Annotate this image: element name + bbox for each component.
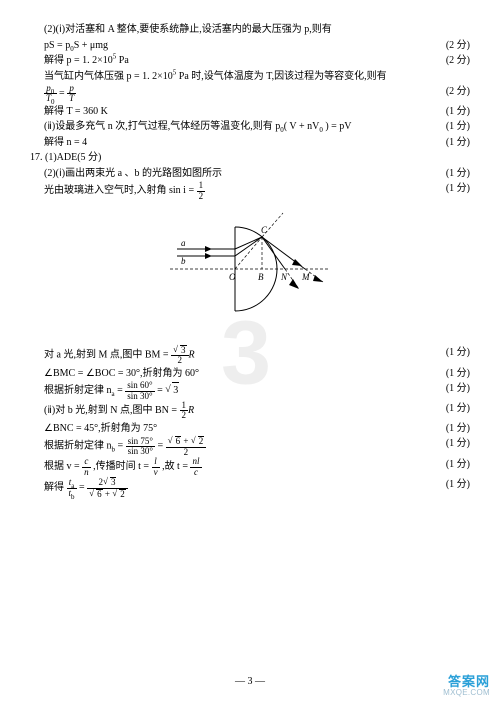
fig-label-b: b xyxy=(181,256,186,266)
line-15-a: (ⅱ)对 b 光,射到 N 点,图中 BN = xyxy=(44,405,180,416)
line-17-b: = xyxy=(115,441,126,452)
score-07: (1 分) xyxy=(446,119,470,135)
site-logo: 答案网 MXQE.COM xyxy=(443,675,490,697)
line-12-a: 对 a 光,射到 M 点,图中 BM = xyxy=(44,349,171,360)
line-14: 根据折射定律 na = sin 60°sin 30° = 3 xyxy=(30,381,446,401)
score-17: (1 分) xyxy=(446,436,470,452)
line-19-a: 解得 xyxy=(44,482,67,493)
line-03-a: 解得 p = 1. 2×10 xyxy=(44,55,113,66)
line-14-b: = xyxy=(115,385,126,396)
fig-label-O: O xyxy=(229,272,236,282)
score-12: (1 分) xyxy=(446,345,470,361)
score-16: (1 分) xyxy=(446,421,470,437)
optics-figure: a b C O B N M xyxy=(30,209,470,335)
line-03: 解得 p = 1. 2×105 Pa xyxy=(30,53,446,69)
line-13: ∠BMC = ∠BOC = 30°,折射角为 60° xyxy=(30,366,446,382)
line-07-a: (ⅱ)设最多充气 n 次,打气过程,气体经历等温变化,则有 p xyxy=(44,121,280,132)
line-06: 解得 T = 360 K xyxy=(30,104,446,120)
line-05: p0T0 = pT xyxy=(30,84,446,104)
score-14: (1 分) xyxy=(446,381,470,397)
line-07: (ⅱ)设最多充气 n 次,打气过程,气体经历等温变化,则有 p0( V + nV… xyxy=(30,119,446,135)
line-18-b: ,传播时间 t = xyxy=(93,461,151,472)
page-number: — 3 — xyxy=(0,674,500,690)
score-06: (1 分) xyxy=(446,104,470,120)
line-19-b: = xyxy=(79,482,87,493)
line-07-c: ) = pV xyxy=(323,121,352,132)
line-17-a: 根据折射定律 n xyxy=(44,441,112,452)
line-19: 解得 tatb = 236 + 2 xyxy=(30,477,446,499)
score-18: (1 分) xyxy=(446,457,470,473)
line-18-a: 根据 v = xyxy=(44,461,82,472)
fig-label-a: a xyxy=(181,238,186,248)
line-01: (2)(ⅰ)对活塞和 A 整体,要使系统静止,设活塞内的最大压强为 p,则有 xyxy=(30,22,470,38)
frac-half2-den: 2 xyxy=(180,411,189,420)
score-11: (1 分) xyxy=(446,181,470,197)
line-12: 对 a 光,射到 M 点,图中 BM = 32R xyxy=(30,345,446,366)
line-10: (2)(ⅰ)画出两束光 a 、b 的光路图如图所示 xyxy=(30,166,446,182)
frac-half-den: 2 xyxy=(197,192,206,201)
frac-s60-num: sin 60° xyxy=(125,381,154,391)
line-07-b: ( V + nV xyxy=(284,121,320,132)
logo-line1: 答案网 xyxy=(443,675,490,689)
score-03: (2 分) xyxy=(446,53,470,69)
line-14-a: 根据折射定律 n xyxy=(44,385,112,396)
line-02-b: S + μmg xyxy=(74,40,108,51)
line-03-b: Pa xyxy=(116,55,129,66)
line-04-b: Pa 时,设气体温度为 T,因该过程为等容变化,则有 xyxy=(176,71,386,82)
line-11-a: 光由玻璃进入空气时,入射角 sin i = xyxy=(44,186,197,197)
line-12-b: R xyxy=(189,349,195,360)
line-04: 当气缸内气体压强 p = 1. 2×105 Pa 时,设气体温度为 T,因该过程… xyxy=(30,69,470,85)
line-02: pS = p0S + μmg xyxy=(30,38,446,54)
line-14-c: = xyxy=(157,385,165,396)
line-08: 解得 n = 4 xyxy=(30,135,446,151)
fig-label-N: N xyxy=(280,272,288,282)
score-08: (1 分) xyxy=(446,135,470,151)
line-15-b: R xyxy=(188,405,194,416)
line-11: 光由玻璃进入空气时,入射角 sin i = 12 xyxy=(30,181,446,201)
fig-label-M: M xyxy=(301,272,310,282)
score-13: (1 分) xyxy=(446,366,470,382)
score-02: (2 分) xyxy=(446,38,470,54)
line-15: (ⅱ)对 b 光,射到 N 点,图中 BN = 12R xyxy=(30,401,446,421)
frac-s60-den: sin 30° xyxy=(125,392,154,401)
fig-label-C: C xyxy=(261,225,268,235)
line-17: 根据折射定律 nb = sin 75°sin 30° = 6 + 22 xyxy=(30,436,446,457)
score-19: (1 分) xyxy=(446,477,470,493)
content-region: (2)(ⅰ)对活塞和 A 整体,要使系统静止,设活塞内的最大压强为 p,则有 p… xyxy=(30,22,470,499)
score-15: (1 分) xyxy=(446,401,470,417)
logo-line2: MXQE.COM xyxy=(443,689,490,697)
line-02-a: pS = p xyxy=(44,40,70,51)
line-16: ∠BNC = 45°,折射角为 75° xyxy=(30,421,446,437)
line-04-a: 当气缸内气体压强 p = 1. 2×10 xyxy=(44,71,173,82)
line-17-c: = xyxy=(158,441,166,452)
frac-s75-den: sin 30° xyxy=(126,447,155,456)
line-18-c: ,故 t = xyxy=(162,461,190,472)
line-18: 根据 v = cn ,传播时间 t = lv ,故 t = nlc xyxy=(30,457,446,477)
score-05: (2 分) xyxy=(446,84,470,100)
line-09: 17. (1)ADE(5 分) xyxy=(30,150,470,166)
score-10: (1 分) xyxy=(446,166,470,182)
fig-label-B: B xyxy=(258,272,264,282)
